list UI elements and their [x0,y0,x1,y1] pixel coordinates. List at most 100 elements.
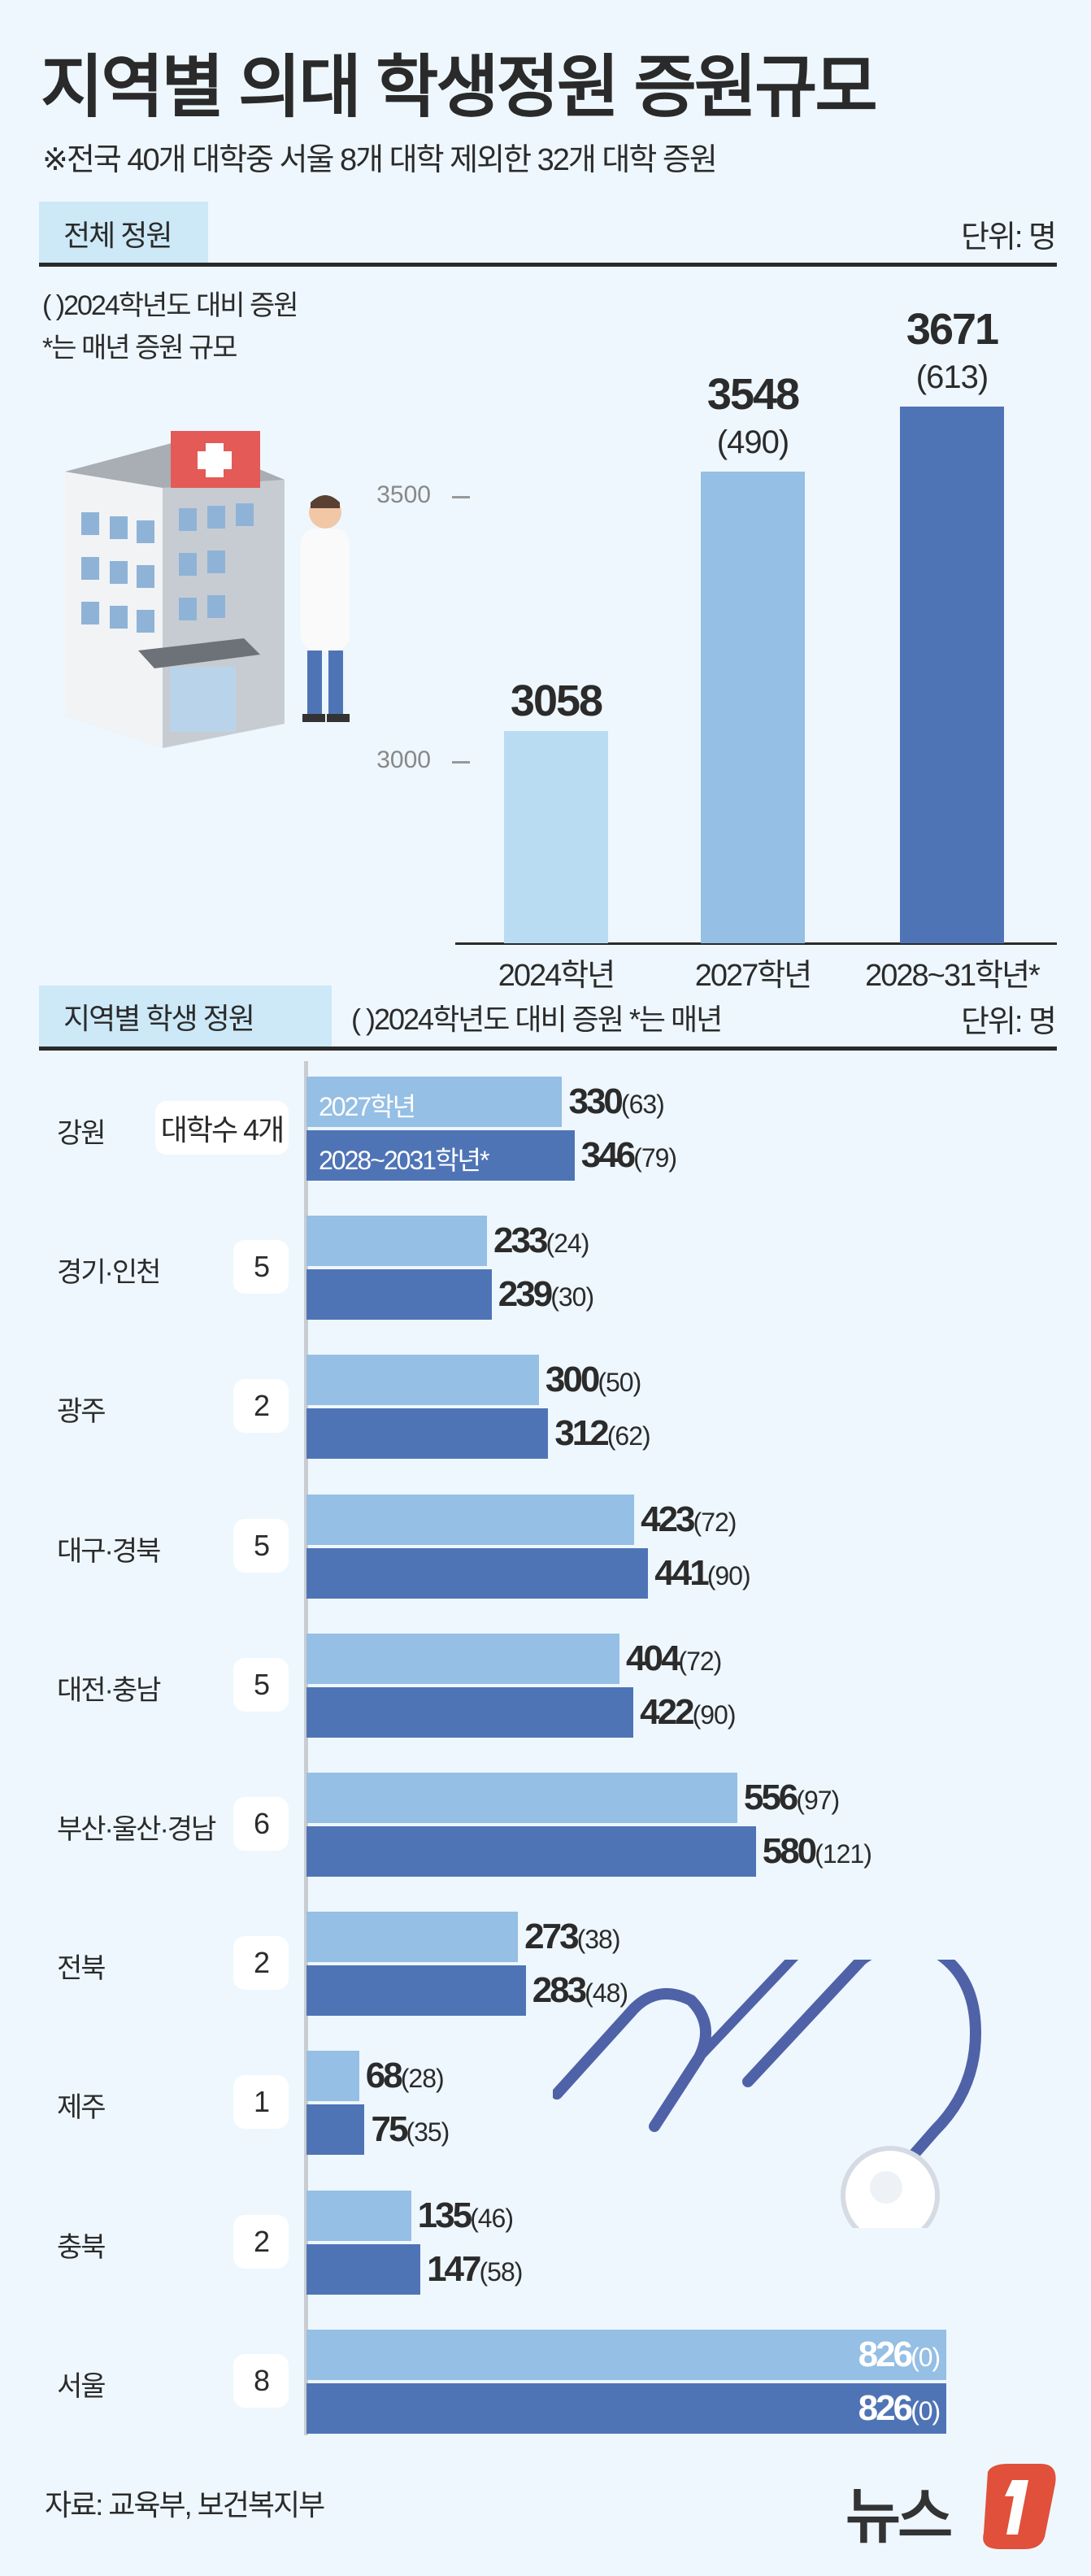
value-number: 580 [762,1831,817,1871]
bar-제주-27 [306,2051,359,2102]
value-number: 826 [858,2334,913,2374]
legend-2028-2031: 2028~2031학년* [319,1146,489,1175]
region-label: 전북 [57,1953,106,1985]
value-change: (38) [576,1925,621,1955]
value-change: (79) [633,1143,677,1173]
bar-대구·경북-27 [306,1494,635,1545]
university-count-badge: 5 [233,1518,289,1573]
region-label: 부산·울산·경남 [57,1814,216,1845]
y-tick-3000: 3000 [376,746,431,773]
value-number: 300 [545,1360,600,1400]
subtitle: ※전국 40개 대학중 서울 8개 대학 제외한 32개 대학 증원 [42,143,718,177]
region-label: 충북 [57,2231,106,2263]
bar-충북-27 [306,2190,411,2241]
bar-2028~31학년* [900,406,1004,943]
legend-2027: 2027학년 [319,1092,416,1121]
category-label: 2024학년 [498,959,615,993]
value-label: 423(72) [641,1499,737,1540]
value-change: (121) [815,1839,872,1869]
divider [39,1046,1057,1051]
value-change: (35) [406,2117,450,2147]
bar-axis [304,1061,308,2435]
value-number: 273 [524,1917,579,1957]
value-label: 556(97) [743,1778,840,1818]
university-count-badge: 8 [233,2353,289,2408]
bar-강원-27 [306,1077,563,1127]
value-number: 556 [743,1778,798,1817]
value-change: (72) [678,1646,722,1676]
value-change: (50) [598,1368,641,1398]
value-label: 135(46) [417,2195,514,2236]
university-count-badge: 2 [233,1379,289,1434]
value-number: 233 [493,1221,548,1261]
value-label: 580(121) [762,1831,872,1872]
value-label: 273(38) [524,1917,621,1957]
value-label: 404(72) [626,1638,722,1679]
value-change: (28) [400,2064,445,2094]
value-number: 404 [626,1638,680,1678]
unit-label-region: 단위: 명 [961,1005,1057,1039]
value-number: 75 [371,2109,408,2150]
y-tick-3500: 3500 [376,481,431,508]
university-count-badge: 5 [233,1240,289,1295]
bar-부산·울산·경남-28 [306,1826,756,1877]
bar-대전·충남-28 [306,1686,634,1738]
bar-전북-27 [306,1912,519,1963]
value-label: 346(79) [581,1135,677,1176]
hospital-doctor-illustration [65,431,350,748]
university-count-badge: 6 [233,1797,289,1851]
value-change: (24) [546,1229,589,1259]
value-label: 3058 [510,677,603,726]
bar-대전·충남-27 [306,1633,619,1684]
bar-2027학년 [701,471,805,943]
news1-logo: 뉴스 [845,2464,1056,2549]
x-axis [455,942,1057,945]
bar-서울-27 [306,2329,947,2380]
university-count-badge: 1 [233,2075,289,2130]
value-change: (46) [470,2203,514,2233]
region-label: 대구·경북 [57,1535,161,1567]
value-change: (90) [692,1699,737,1730]
value-number: 826 [858,2387,913,2428]
svg-text:뉴스: 뉴스 [845,2482,951,2549]
value-label: 441(90) [654,1553,750,1594]
change-label: (490) [716,424,789,460]
note-annual: *는 매년 증원 규모 [42,333,238,363]
bar-경기·인천-28 [306,1269,492,1321]
value-change: (0) [911,2342,941,2372]
value-change: (62) [606,1421,651,1451]
value-label: 300(50) [546,1360,641,1400]
university-count-badge: 5 [233,1657,289,1712]
unit-label: 단위: 명 [961,220,1057,255]
value-label: 239(30) [498,1274,594,1315]
value-number: 68 [365,2056,403,2096]
value-change: (90) [706,1560,751,1590]
region-note: ( )2024학년도 대비 증원 *는 매년 [351,1003,723,1036]
region-label: 대전·충남 [57,1674,161,1706]
section-tab-total: 전체 정원 [39,202,208,264]
bar-강원-28 [306,1130,575,1181]
university-count-badge: 2 [233,1936,289,1991]
bar-광주-28 [306,1408,549,1460]
region-label: 광주 [57,1396,106,1428]
value-change: (30) [550,1282,594,1312]
value-number: 423 [641,1499,695,1539]
value-number: 135 [417,2195,472,2235]
value-number: 441 [654,1552,709,1593]
value-label: 330(63) [568,1081,665,1122]
value-label: 75(35) [371,2109,450,2150]
bar-충북-28 [306,2243,421,2295]
value-change: (48) [585,1978,628,2008]
value-change: (58) [479,2256,524,2287]
bar-제주-28 [306,2104,365,2156]
category-label: 2027학년 [694,959,812,993]
y-tick-mark [452,496,470,498]
region-label: 서울 [57,2370,106,2402]
value-number: 147 [427,2248,481,2289]
bar-서울-28 [306,2382,947,2434]
value-change: (63) [620,1090,665,1119]
y-tick-mark [452,761,470,764]
value-label: 3548 [706,369,800,419]
value-number: 283 [532,1970,587,2011]
region-label: 강원 [57,1118,106,1149]
